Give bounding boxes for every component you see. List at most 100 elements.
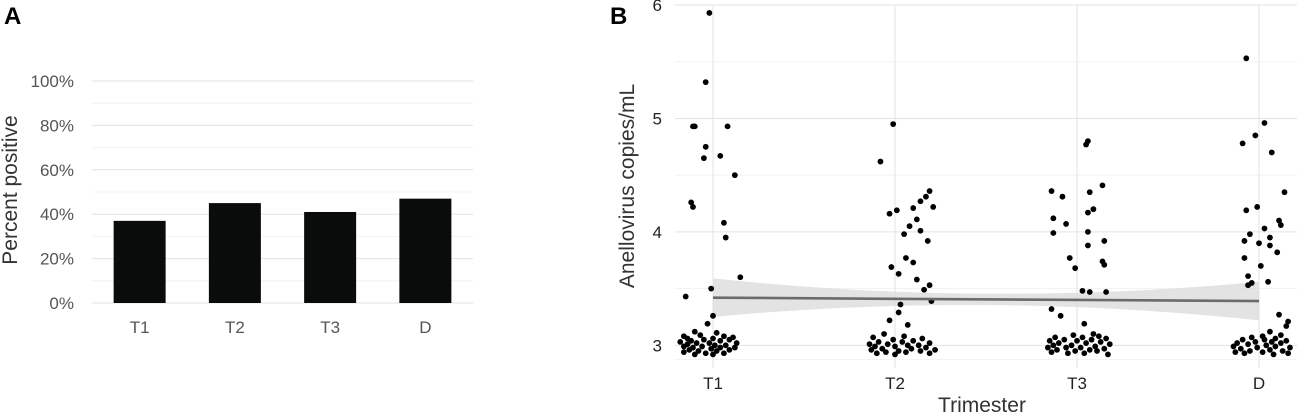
- panel-b-point-d: [1245, 282, 1251, 289]
- panel-b-point-d: [1270, 351, 1277, 358]
- panel-b-point-d: [1274, 249, 1281, 256]
- panel-a-x-tick-label: T2: [225, 318, 245, 337]
- panel-b-point-t2: [917, 227, 924, 234]
- panel-b-point-t1: [731, 172, 738, 179]
- panel-b-point-t2: [919, 335, 926, 342]
- panel-b-point-t2: [923, 193, 929, 200]
- panel-b-point-t1: [721, 350, 727, 357]
- panel-b-point-t1: [686, 346, 693, 353]
- panel-b-point-t2: [915, 342, 922, 349]
- panel-b-point-d: [1248, 334, 1255, 341]
- panel-b-point-d: [1265, 278, 1271, 285]
- panel-b-point-t1: [706, 340, 713, 346]
- panel-b-point-t3: [1083, 340, 1089, 346]
- panel-b-point-d: [1241, 255, 1248, 261]
- panel-b-point-t1: [690, 204, 696, 210]
- panel-b-point-t2: [886, 210, 893, 217]
- panel-b-gridlines: [675, 4, 1297, 368]
- panel-b-point-t2: [870, 334, 877, 341]
- panel-b-point-t1: [711, 342, 718, 349]
- panel-b-point-t2: [926, 340, 933, 346]
- panel-b-y-tick-label: 5: [653, 109, 662, 128]
- panel-b-point-d: [1254, 204, 1261, 210]
- panel-b-point-d: [1259, 349, 1266, 356]
- panel-b-point-t2: [926, 188, 933, 194]
- panel-b-point-t2: [921, 286, 928, 293]
- panel-b-point-t2: [924, 238, 931, 244]
- panel-b-point-t1: [677, 339, 684, 345]
- panel-b-point-t3: [1074, 337, 1080, 344]
- panel-b-point-t2: [932, 346, 938, 353]
- panel-b-point-d: [1277, 332, 1284, 339]
- panel-b-point-t2: [901, 231, 907, 238]
- panel-b-point-t2: [908, 345, 915, 352]
- panel-b-point-d: [1247, 348, 1253, 354]
- panel-b-point-t1: [699, 343, 705, 350]
- panel-b-point-t2: [884, 341, 891, 348]
- panel-b-point-t3: [1086, 189, 1093, 196]
- panel-b-point-d: [1257, 263, 1264, 269]
- panel-b-point-d: [1283, 323, 1290, 329]
- panel-b-x-tick-label: D: [1253, 374, 1265, 393]
- panel-b-point-d: [1268, 339, 1275, 345]
- panel-b-point-d: [1267, 234, 1273, 241]
- panel-b-point-t3: [1054, 346, 1060, 353]
- panel-b-point-t3: [1088, 336, 1095, 343]
- panel-b-point-t1: [701, 155, 707, 162]
- panel-b-point-d: [1254, 344, 1261, 351]
- panel-b-point-t1: [702, 350, 709, 357]
- panel-b-point-t2: [923, 344, 929, 351]
- panel-b-point-t2: [893, 207, 900, 214]
- panel-b-point-t2: [892, 351, 898, 358]
- panel-b-point-d: [1267, 242, 1273, 249]
- panel-b-point-d: [1285, 318, 1292, 325]
- panel-b-point-t2: [879, 345, 886, 352]
- panel-b-scatter-chart: B 3 4 5 6 T1 T2 T3 D Anellovirus copies/mL Tri…: [610, 0, 1297, 417]
- panel-b-point-t2: [906, 223, 913, 230]
- panel-b-point-t1: [722, 234, 729, 241]
- panel-b-point-t3: [1094, 348, 1100, 354]
- panel-b-point-t1: [710, 335, 716, 342]
- panel-a-y-tick-label: 20%: [40, 250, 74, 269]
- panel-b-point-d: [1272, 335, 1279, 342]
- panel-b-point-d: [1245, 273, 1251, 280]
- panel-b-point-t3: [1106, 341, 1113, 348]
- panel-b-point-t3: [1090, 206, 1097, 213]
- panel-b-point-d: [1276, 311, 1282, 318]
- panel-b-point-t1: [733, 340, 740, 346]
- panel-a-y-tick-label: 0%: [49, 294, 74, 313]
- panel-a-bar-t2: [208, 203, 261, 303]
- panel-b-point-t1: [680, 349, 687, 356]
- panel-b-point-d: [1243, 207, 1250, 214]
- panel-b-x-axis-title: Trimester: [938, 394, 1026, 417]
- panel-b-point-d: [1263, 342, 1270, 349]
- panel-a-y-tick-labels: 0% 20% 40% 60% 80% 100%: [31, 72, 74, 313]
- panel-b-point-d: [1252, 132, 1259, 139]
- panel-b-point-t2: [872, 343, 878, 350]
- panel-b-point-t3: [1072, 348, 1079, 354]
- panel-b-point-t3: [1059, 193, 1066, 200]
- panel-b-point-t3: [1095, 333, 1102, 340]
- panel-a-y-axis-title: Percent positive: [0, 115, 22, 264]
- panel-b-point-t2: [910, 337, 917, 344]
- panel-b-point-d: [1287, 344, 1293, 351]
- panel-a-bar-t1: [113, 220, 166, 303]
- panel-b-point-t2: [892, 343, 898, 350]
- panel-b-point-t2: [868, 346, 875, 353]
- panel-b-point-t2: [890, 121, 897, 128]
- panel-b-point-t2: [886, 317, 893, 324]
- panel-b-point-t3: [1048, 188, 1055, 194]
- panel-b-point-t2: [910, 205, 917, 211]
- panel-b-point-t3: [1086, 289, 1093, 295]
- panel-b-y-tick-labels: 3 4 5 6: [653, 0, 662, 355]
- panel-b-points: [677, 10, 1293, 358]
- panel-b-point-d: [1256, 240, 1262, 247]
- panel-b-point-t3: [1055, 340, 1062, 346]
- panel-b-point-t3: [1079, 287, 1086, 294]
- panel-b-y-tick-label: 3: [653, 336, 662, 355]
- panel-b-point-t2: [930, 204, 937, 210]
- panel-b-point-t1: [688, 199, 695, 206]
- panel-a-y-tick-label: 60%: [40, 161, 74, 180]
- panel-b-point-t2: [904, 342, 911, 349]
- panel-b-point-t3: [1099, 182, 1106, 189]
